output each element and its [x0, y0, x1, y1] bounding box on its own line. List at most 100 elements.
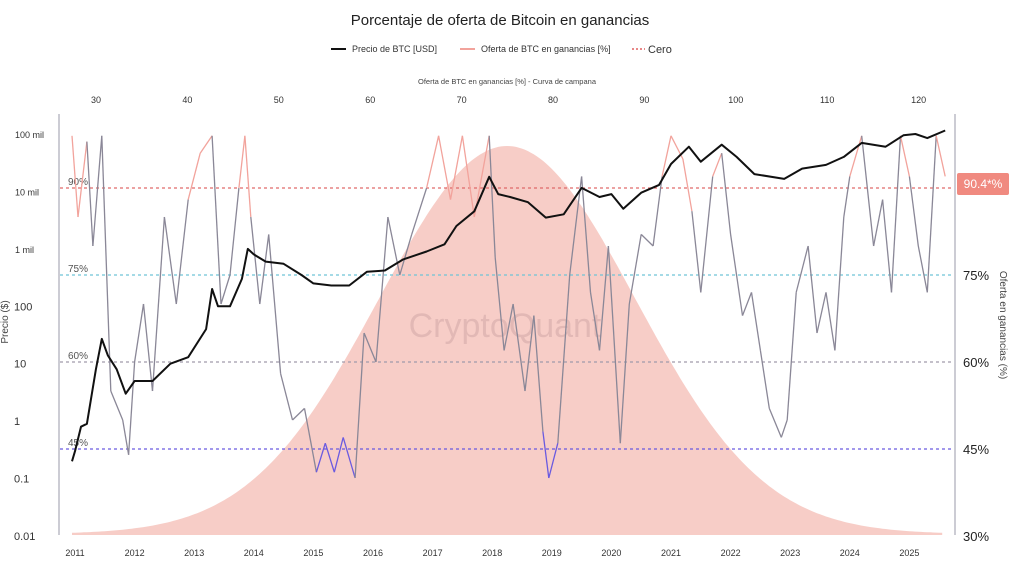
- supply-segment: [512, 303, 526, 392]
- x-tick: 2016: [363, 548, 383, 558]
- supply-segment: [399, 234, 413, 276]
- top-tick: 70: [457, 95, 467, 105]
- top-tick: 110: [820, 95, 834, 105]
- x-axis-ticks: 2011 2012 2013 2014 2015 2016 2017 2018 2019 2020…: [65, 548, 919, 558]
- supply-segment: [250, 216, 261, 305]
- supply-segment: [861, 135, 875, 247]
- supply-segment: [387, 216, 401, 276]
- y-left-tick: 0.1: [14, 474, 29, 486]
- supply-segment: [890, 135, 902, 293]
- supply-segment: [122, 419, 130, 455]
- legend-item-supply: Oferta de BTC en ganancias [%]: [481, 44, 611, 54]
- supply-segment: [211, 135, 222, 305]
- supply-segment: [92, 135, 103, 247]
- supply-segment: [628, 234, 642, 305]
- supply-segment: [238, 135, 246, 189]
- left-axis-ticks: 100 mil 10 mil 1 mil 100 10 1 0.1 0.01: [14, 130, 44, 543]
- supply-segment: [849, 135, 863, 177]
- series-btc-price: [71, 129, 946, 462]
- supply-segment: [607, 245, 621, 444]
- supply-segment: [816, 292, 827, 334]
- x-tick: 2021: [661, 548, 681, 558]
- legend-item-price: Precio de BTC [USD]: [352, 44, 437, 54]
- supply-segment: [133, 303, 145, 363]
- y-right-tick: 60%: [963, 355, 989, 370]
- y-left-tick: 100 mil: [15, 130, 44, 140]
- supply-segment: [363, 332, 377, 363]
- x-tick: 2018: [482, 548, 502, 558]
- supply-segment: [110, 390, 124, 421]
- supply-segment: [101, 135, 112, 392]
- top-tick: 60: [365, 95, 375, 105]
- supply-segment: [324, 443, 335, 473]
- supply-segment: [750, 292, 762, 351]
- x-tick: 2025: [899, 548, 919, 558]
- supply-segment: [175, 199, 189, 305]
- y-right-tick: 45%: [963, 442, 989, 457]
- y-left-tick: 100: [14, 301, 32, 313]
- supply-segment: [640, 233, 654, 247]
- supply-segment: [533, 315, 544, 432]
- supply-segment: [542, 431, 550, 479]
- supply-segment: [315, 443, 326, 473]
- supply-segment: [768, 408, 782, 438]
- y-right-tick: 30%: [963, 529, 989, 544]
- supply-segment: [548, 443, 559, 479]
- top-tick: 90: [639, 95, 649, 105]
- top-tick: 120: [911, 95, 926, 105]
- top-tick: 30: [91, 95, 101, 105]
- top-tick: 100: [728, 95, 743, 105]
- x-tick: 2019: [542, 548, 562, 558]
- supply-segment: [557, 274, 571, 444]
- supply-segment: [411, 187, 428, 235]
- supply-segment: [151, 216, 166, 392]
- supply-segment: [926, 135, 937, 293]
- supply-segment: [449, 135, 464, 200]
- y-left-tick: 0.01: [14, 531, 35, 543]
- y-right-tick: 75%: [963, 268, 989, 283]
- supply-segment: [589, 292, 601, 351]
- supply-segment: [786, 292, 797, 421]
- supply-segment: [834, 216, 845, 351]
- supply-segment: [712, 152, 723, 177]
- supply-segment: [795, 245, 809, 293]
- y-left-tick: 10 mil: [15, 187, 39, 197]
- bell-curve-area: [72, 146, 943, 535]
- supply-segment: [342, 437, 356, 479]
- supply-segment: [494, 257, 505, 351]
- supply-segment: [759, 350, 770, 409]
- supply-segment: [163, 216, 177, 305]
- legend: Precio de BTC [USD] Oferta de BTC en gan…: [331, 44, 672, 56]
- supply-segment: [220, 274, 231, 305]
- watermark: CryptoQuant: [409, 307, 602, 345]
- supply-segment: [524, 315, 535, 392]
- reference-line-label: 90%: [68, 177, 88, 188]
- supply-segment: [437, 135, 452, 200]
- supply-segment: [425, 135, 440, 189]
- y-axis-left-label: Precio ($): [0, 300, 11, 343]
- supply-segment: [780, 419, 788, 438]
- reference-line-label: 45%: [68, 438, 88, 449]
- supply-segment: [303, 408, 318, 473]
- x-tick: 2024: [840, 548, 860, 558]
- supply-segment: [917, 245, 928, 293]
- supply-segment: [292, 407, 305, 421]
- supply-segment: [652, 176, 663, 247]
- x-tick: 2011: [65, 548, 84, 558]
- y-left-tick: 1: [14, 416, 20, 428]
- top-axis-ticks: 30 40 50 60 70 80 90 100 110 120: [91, 95, 926, 105]
- y-left-tick: 1 mil: [15, 245, 34, 255]
- supply-segment: [908, 176, 919, 247]
- x-tick: 2017: [423, 548, 443, 558]
- reference-lines: 90% 75% 60% 45%: [60, 177, 954, 450]
- supply-segment: [244, 135, 252, 218]
- reference-line-label: 60%: [68, 351, 88, 362]
- supply-segment: [461, 135, 475, 218]
- supply-segment: [881, 199, 893, 293]
- supply-segment: [843, 176, 851, 218]
- supply-segment: [375, 216, 389, 363]
- supply-segment: [872, 199, 884, 247]
- supply-segment: [268, 234, 282, 374]
- series-supply-in-profit: [71, 135, 946, 479]
